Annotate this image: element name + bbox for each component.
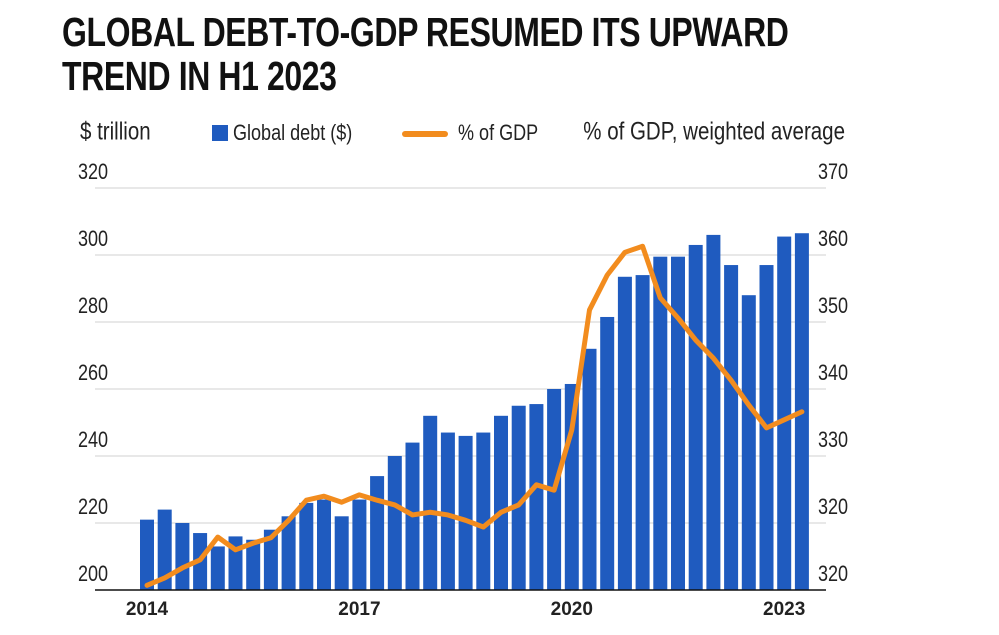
x-tick-label: 2017 <box>338 599 380 620</box>
y-tick-label: 240 <box>78 428 108 452</box>
bar <box>741 295 756 590</box>
y2-axis-label: % of GDP, weighted average <box>583 117 845 145</box>
bar <box>458 435 473 590</box>
y2-tick-label: 360 <box>818 227 848 251</box>
bar <box>210 546 225 590</box>
bar <box>706 234 721 590</box>
bar <box>246 539 261 590</box>
y2-tick-label: 320 <box>818 562 848 586</box>
x-tick-label: 2023 <box>763 599 805 620</box>
bar <box>281 516 296 590</box>
bar <box>600 316 615 590</box>
bar <box>352 499 367 590</box>
y-tick-label: 220 <box>78 495 108 519</box>
bar <box>370 476 385 590</box>
y-tick-label: 200 <box>78 562 108 586</box>
bar <box>263 529 278 590</box>
y2-tick-label: 370 <box>818 160 848 184</box>
bar <box>724 265 739 590</box>
bar <box>299 502 314 590</box>
bar <box>140 519 154 590</box>
bar <box>511 405 526 590</box>
line <box>144 243 805 588</box>
x-tick-label: 2020 <box>551 599 593 620</box>
bar <box>476 432 491 590</box>
bar <box>157 509 172 590</box>
bar <box>175 523 190 590</box>
y2-tick-label: 340 <box>818 361 848 385</box>
y-tick-label: 280 <box>78 294 108 318</box>
bar <box>423 415 438 590</box>
y2-tick-label: 320 <box>818 495 848 519</box>
bar <box>635 275 650 590</box>
y2-tick-label: 330 <box>818 428 848 452</box>
bar <box>617 276 632 590</box>
bar <box>317 499 331 590</box>
bar <box>387 456 402 590</box>
legend-swatch <box>212 125 228 141</box>
y2-tick-label: 350 <box>818 294 848 318</box>
chart-title: GLOBAL DEBT-TO-GDP RESUMED ITS UPWARD TR… <box>62 9 789 99</box>
bar <box>777 236 792 590</box>
bar <box>334 516 349 590</box>
bar <box>529 404 544 590</box>
bar <box>653 256 668 590</box>
x-tick-label: 2014 <box>126 599 169 620</box>
legend-label: Global debt ($) <box>233 121 352 145</box>
bar <box>440 432 455 590</box>
legend-label: % of GDP <box>458 121 538 145</box>
bar <box>671 256 685 590</box>
y-tick-label: 320 <box>78 160 108 184</box>
bar <box>688 244 703 590</box>
y-axis-label: $ trillion <box>80 117 151 145</box>
bar <box>494 415 508 590</box>
y-tick-label: 260 <box>78 361 108 385</box>
y-tick-label: 300 <box>78 227 108 251</box>
bar <box>582 348 597 590</box>
